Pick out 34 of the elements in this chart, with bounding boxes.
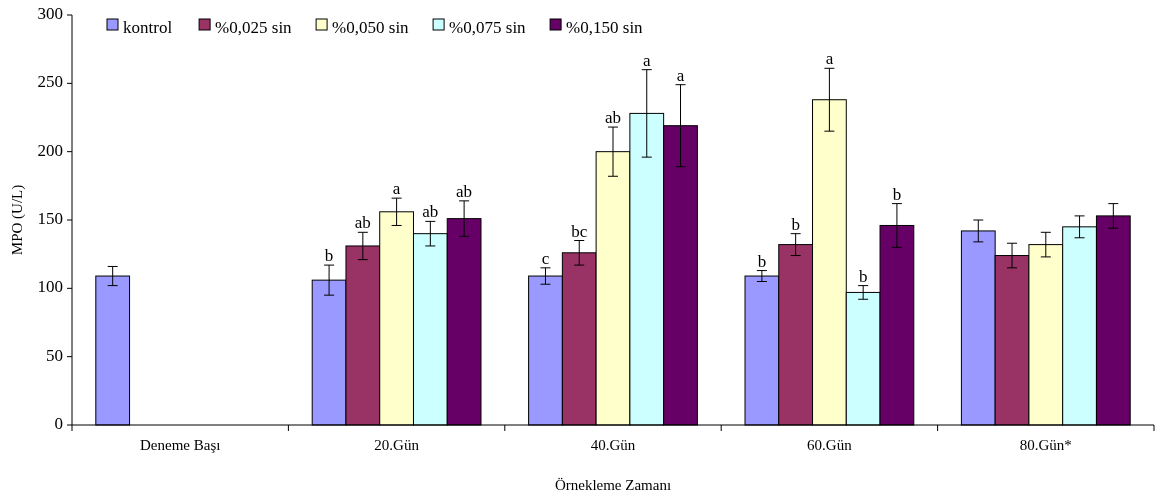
y-axis-title: MPO (U/L)	[9, 184, 26, 256]
y-tick-label: 100	[37, 277, 63, 297]
y-tick-label: 150	[37, 208, 63, 228]
data-label: a	[392, 179, 401, 199]
y-tick-label: 200	[37, 140, 63, 160]
data-label: b	[324, 246, 334, 266]
x-tick-label: Deneme Başı	[140, 437, 221, 454]
y-tick-label: 50	[46, 345, 63, 365]
data-label: b	[858, 266, 868, 286]
legend-label: %0,050 sin	[332, 17, 410, 37]
data-label: ab	[422, 202, 439, 222]
data-label: a	[642, 50, 651, 70]
data-label: b	[892, 184, 902, 204]
data-label: ab	[456, 181, 473, 201]
data-label: ab	[354, 213, 371, 233]
x-tick-label: 20.Gün	[374, 437, 420, 454]
legend-label: %0,075 sin	[449, 17, 527, 37]
data-label: b	[757, 251, 767, 271]
x-axis-title: Örnekleme Zamanı	[554, 477, 672, 493]
data-label: b	[791, 214, 800, 234]
x-tick-label: 60.Gün	[807, 437, 853, 454]
data-label: ab	[604, 108, 622, 128]
legend-label: kontrol	[123, 17, 173, 37]
y-tick-label: 0	[54, 413, 63, 433]
legend-label: %0,150 sin	[566, 17, 644, 37]
y-tick-label: 250	[37, 72, 63, 92]
x-tick-label: 80.Gün*	[1019, 437, 1072, 454]
data-label: a	[676, 65, 685, 85]
legend-label: %0,025 sin	[215, 17, 293, 37]
y-tick-label: 300	[37, 3, 63, 23]
x-tick-label: 40.Gün	[590, 437, 636, 454]
data-label: c	[541, 248, 550, 268]
data-label: bc	[571, 221, 588, 241]
data-label: a	[825, 49, 834, 69]
